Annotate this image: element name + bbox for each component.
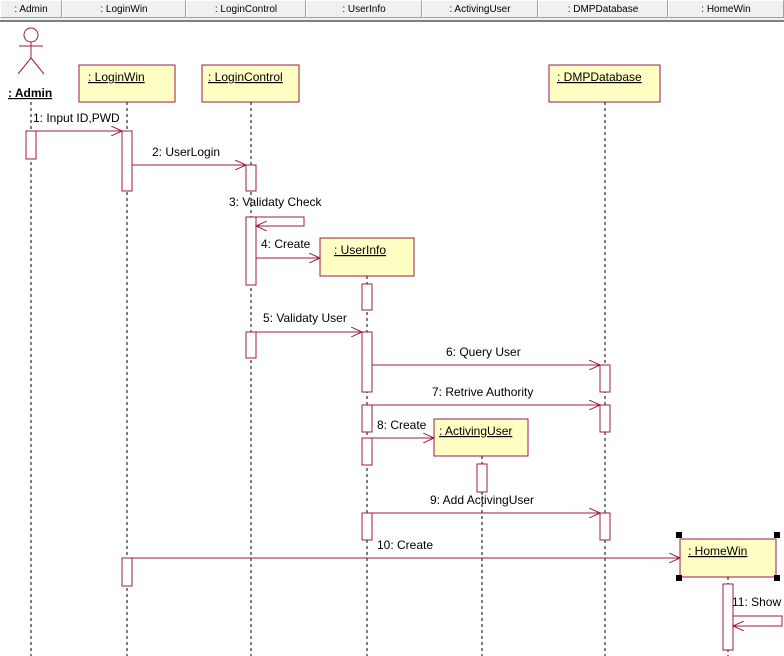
header-userinfo[interactable]: : UserInfo: [306, 0, 422, 18]
lifeline-header-bar: : Admin : LoginWin : LoginControl : User…: [0, 0, 784, 22]
object-activinguser[interactable]: [433, 418, 529, 457]
message-11-label: 11: Show: [732, 595, 781, 609]
header-activinguser[interactable]: : ActivingUser: [422, 0, 538, 18]
header-logincontrol[interactable]: : LoginControl: [186, 0, 306, 18]
message-5-label: 5: Validaty User: [263, 311, 347, 325]
sequence-diagram-canvas[interactable]: : Admin : LoginWin : LoginControl : DMPD…: [0, 21, 784, 656]
object-logincontrol[interactable]: [201, 64, 300, 103]
message-4-label: 4: Create: [261, 237, 311, 251]
object-homewin-label: : HomeWin: [688, 544, 747, 558]
selection-handles[interactable]: [676, 532, 780, 581]
message-3-label: 3: Validaty Check: [229, 195, 322, 209]
object-loginwin[interactable]: [78, 64, 176, 103]
message-9-label: 9: Add ActivingUser: [430, 493, 534, 507]
message-2-label: 2: UserLogin: [152, 145, 220, 159]
actor-icon: [23, 27, 39, 43]
object-userinfo-label: : UserInfo: [334, 243, 386, 257]
header-admin[interactable]: : Admin: [0, 0, 62, 18]
object-loginwin-label: : LoginWin: [88, 70, 145, 84]
header-homewin[interactable]: : HomeWin: [668, 0, 784, 18]
message-7-label: 7: Retrive Authority: [432, 385, 533, 399]
object-userinfo[interactable]: [319, 237, 415, 277]
activations: [25, 130, 734, 651]
header-loginwin[interactable]: : LoginWin: [62, 0, 186, 18]
message-1-label: 1: Input ID,PWD: [33, 111, 120, 125]
actor-admin-label: : Admin: [8, 86, 52, 100]
message-3-arrow[interactable]: [256, 216, 305, 226]
message-10-label: 10: Create: [377, 538, 433, 552]
object-homewin[interactable]: [679, 538, 777, 578]
object-dmpdatabase[interactable]: [548, 64, 661, 103]
message-11-arrow[interactable]: [733, 615, 783, 626]
header-dmpdatabase[interactable]: : DMPDatabase: [538, 0, 668, 18]
message-6-label: 6: Query User: [446, 345, 521, 359]
object-activinguser-label: : ActivingUser: [439, 424, 512, 438]
message-8-label: 8: Create: [377, 418, 427, 432]
actor-admin[interactable]: [17, 27, 45, 75]
object-dmpdatabase-label: : DMPDatabase: [557, 70, 642, 84]
object-logincontrol-label: : LoginControl: [208, 70, 283, 84]
